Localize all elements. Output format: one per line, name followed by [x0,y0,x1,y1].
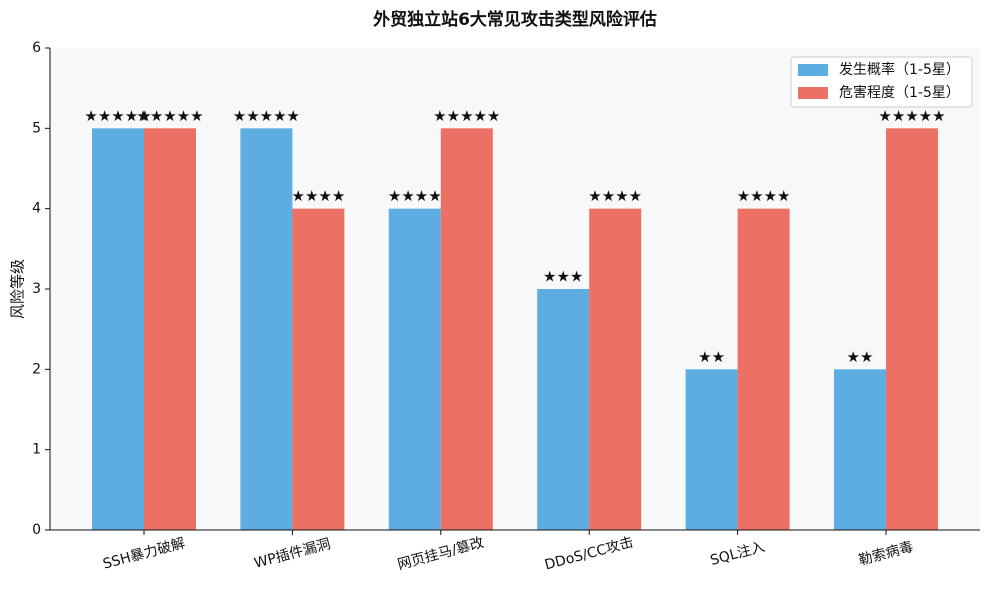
legend-label: 危害程度（1-5星） [839,85,960,101]
bar [886,128,938,531]
y-tick-label: 2 [32,361,41,377]
x-tick-label: 勒索病毒 [857,538,915,569]
x-tick-label: DDoS/CC攻击 [543,534,635,573]
bar [388,208,441,530]
bar [537,289,590,530]
value-label: ★★★ [543,268,583,286]
y-tick-label: 0 [32,522,41,538]
bar [144,128,196,531]
value-label: ★★★★★ [233,107,300,125]
y-tick-label: 5 [32,120,41,136]
bar [685,369,738,530]
legend-swatch [798,87,828,99]
plot-area [50,48,980,530]
value-label: ★★★★ [588,187,642,205]
x-tick-label: 网页挂马/篡改 [396,534,486,573]
value-label: ★★★★★ [878,107,945,125]
bar [737,208,790,530]
y-axis-label: 风险等级 [9,259,27,319]
value-label: ★★★★ [737,187,791,205]
y-tick-label: 4 [32,201,41,217]
legend-label: 发生概率（1-5星） [839,61,960,78]
x-tick-label: SQL注入 [709,539,767,569]
bar [292,208,345,530]
y-tick-label: 1 [32,442,41,458]
value-label: ★★ [847,348,874,366]
value-label: ★★★★★ [433,107,500,125]
bar [589,208,642,530]
bar [440,128,493,531]
value-label: ★★★★★ [84,107,151,125]
chart-title: 外贸独立站6大常见攻击类型风险评估 [373,9,657,30]
legend-swatch [798,64,828,76]
value-label: ★★ [698,348,725,366]
y-tick-label: 6 [32,40,41,56]
value-label: ★★★★ [292,187,346,205]
bar [834,369,886,530]
y-tick-label: 3 [32,281,41,297]
bar [240,128,293,531]
x-tick-label: SSH暴力破解 [101,535,187,572]
value-label: ★★★★ [388,187,442,205]
bar [92,128,144,531]
legend-box [790,56,973,108]
x-tick-label: WP插件漏洞 [253,536,333,572]
value-label: ★★★★★ [136,107,203,125]
